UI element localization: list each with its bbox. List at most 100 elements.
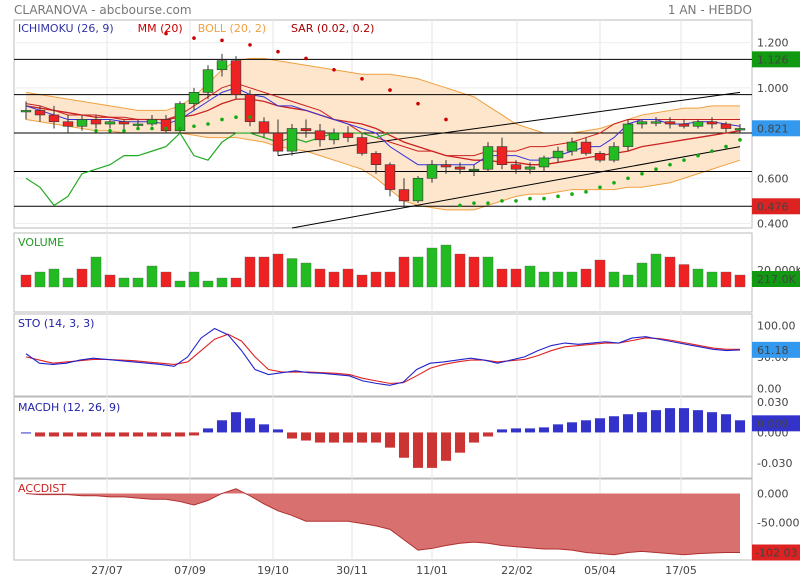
sar-dot — [640, 171, 644, 176]
sar-dot — [500, 199, 504, 203]
macdh-bar — [622, 414, 634, 433]
volume-bar — [62, 277, 74, 288]
sar-dot — [220, 117, 224, 122]
macdh-bar — [188, 432, 200, 436]
sto-d-line — [25, 333, 740, 384]
candle-body — [118, 121, 130, 125]
x-tick-label: 30/11 — [336, 564, 368, 577]
candle-body — [174, 103, 186, 132]
price-tick-label: 0.600 — [757, 172, 789, 185]
sar-dot — [626, 176, 630, 181]
sar-dot — [668, 162, 672, 167]
macdh-bar — [734, 420, 746, 433]
header-title: CLARANOVA - abcbourse.com — [14, 3, 192, 17]
candle-body — [216, 60, 228, 71]
macdh-bar — [426, 432, 438, 468]
price-tick-label: 1.200 — [757, 37, 789, 50]
macdh-bar — [62, 432, 74, 437]
macdh-title: MACDH (12, 26, 9) — [18, 401, 120, 414]
candle-body — [202, 69, 214, 93]
volume-title: VOLUME — [18, 236, 64, 249]
x-tick-label: 17/05 — [665, 564, 697, 577]
macdh-marker-box — [752, 415, 800, 432]
macdh-bar — [118, 432, 130, 437]
accdist-panel: ACCDIST 0.000 -50.000 -102 03 — [18, 482, 800, 561]
volume-bar — [118, 277, 130, 288]
candle-body — [692, 121, 704, 127]
candle-body — [328, 132, 340, 141]
candle-body — [146, 119, 158, 125]
candle-body — [510, 164, 522, 170]
candle-body — [384, 164, 396, 190]
candle-body — [342, 132, 354, 138]
macdh-marker-label: 0.009 — [757, 417, 789, 430]
candle-body — [426, 164, 438, 179]
macdh-bar — [202, 428, 214, 433]
volume-bar — [34, 271, 46, 288]
candle-body — [650, 121, 662, 124]
volume-bar — [468, 256, 480, 288]
volume-bar — [552, 271, 564, 288]
macdh-bar — [76, 432, 88, 437]
volume-bar — [482, 256, 494, 288]
macdh-bar — [258, 424, 270, 433]
macdh-bar — [272, 429, 284, 433]
sar-dot — [332, 67, 336, 72]
volume-bar — [244, 256, 256, 288]
candle-body — [734, 128, 746, 131]
sar-dot — [528, 196, 532, 201]
sto-title: STO (14, 3, 3) — [18, 317, 94, 330]
candle-body — [412, 177, 424, 202]
candle-body — [398, 189, 410, 202]
candle-body — [622, 123, 634, 147]
sto-marker-box — [752, 341, 800, 358]
sar-dot — [178, 126, 182, 131]
accdist-title: ACCDIST — [18, 482, 66, 495]
volume-marker-box — [752, 271, 800, 287]
candle-body — [230, 60, 242, 95]
candle-body — [496, 146, 508, 165]
candle-body — [706, 121, 718, 125]
volume-bar — [20, 274, 32, 288]
sar-dot — [164, 31, 168, 36]
volume-bar — [720, 271, 732, 288]
candle-body — [720, 123, 732, 129]
price-marker-label: 0.476 — [757, 200, 789, 213]
candle-body — [48, 114, 60, 123]
sto-marker-label: 61.18 — [757, 344, 789, 357]
volume-bar — [342, 268, 354, 288]
sar-dot — [654, 167, 658, 172]
price-marker-label: 1.126 — [757, 53, 789, 66]
sto-k-line — [25, 327, 741, 386]
volume-bar — [286, 258, 298, 288]
sar-dot — [206, 122, 210, 126]
panel-frame-4 — [13, 478, 753, 561]
price-marker-label: 0.821 — [757, 122, 789, 135]
candle-body — [132, 123, 144, 126]
header-period: 1 AN - HEBDO — [668, 3, 752, 17]
candle-body — [440, 164, 452, 168]
sar-dot — [682, 158, 686, 162]
macdh-bar — [174, 432, 186, 437]
macdh-bar — [468, 432, 480, 443]
macdh-bar — [496, 429, 508, 433]
x-axis: 27/07 07/09 19/10 30/11 11/01 22/02 05/04 17/05 — [91, 564, 697, 577]
volume-bar — [594, 259, 606, 288]
macdh-bar — [692, 410, 704, 433]
sar-dot — [304, 56, 308, 61]
volume-bar — [636, 262, 648, 288]
macdh-bar — [132, 432, 144, 437]
volume-bar — [440, 244, 452, 288]
sar-dot — [108, 128, 112, 133]
volume-bar — [384, 271, 396, 288]
macdh-bar — [384, 432, 396, 448]
candle-body — [664, 121, 676, 125]
sar-dot — [472, 201, 476, 205]
macdh-bar — [482, 432, 494, 437]
x-tick-label: 05/04 — [584, 564, 616, 577]
macdh-bar — [160, 432, 172, 437]
macdh-bar — [636, 412, 648, 433]
macdh-bar — [370, 432, 382, 443]
